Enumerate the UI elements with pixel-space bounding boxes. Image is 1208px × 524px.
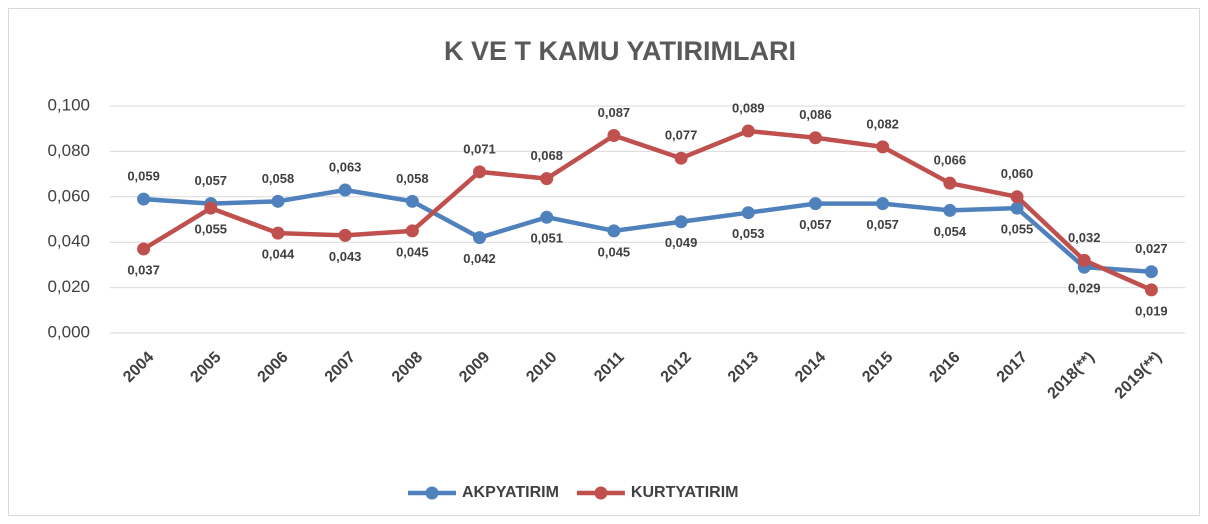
chart-frame [8, 8, 1200, 516]
data-point [1077, 253, 1091, 267]
data-point [473, 165, 487, 179]
data-point [271, 194, 285, 208]
data-label: 0,043 [329, 249, 362, 264]
series-line [143, 187, 1152, 274]
data-label: 0,058 [262, 171, 295, 186]
data-point [405, 194, 419, 208]
data-label: 0,051 [530, 231, 563, 246]
legend-label: KURTYATIRIM [631, 484, 739, 501]
legend-marker [425, 486, 439, 500]
data-label: 0,060 [1001, 166, 1034, 181]
data-label: 0,082 [866, 116, 899, 131]
data-point [137, 192, 151, 206]
data-label: 0,087 [598, 105, 631, 120]
y-tick-label: 0,060 [47, 186, 90, 205]
data-label: 0,045 [598, 244, 631, 259]
data-label: 0,086 [799, 107, 832, 122]
y-tick-label: 0,080 [47, 141, 90, 160]
data-point [204, 201, 218, 215]
y-tick-label: 0,000 [47, 322, 90, 341]
data-point [473, 231, 487, 245]
data-label: 0,057 [799, 217, 832, 232]
data-label: 0,055 [1001, 222, 1034, 237]
data-point [876, 140, 890, 154]
data-point [741, 206, 755, 220]
data-point [405, 224, 419, 238]
data-point [271, 226, 285, 240]
data-point [540, 172, 554, 186]
data-point [741, 124, 755, 138]
y-tick-label: 0,020 [47, 277, 90, 296]
data-label: 0,059 [127, 169, 160, 184]
chart-title: K VE T KAMU YATIRIMLARI [444, 36, 796, 66]
data-point [943, 176, 957, 190]
data-point [1010, 190, 1024, 204]
data-point [540, 210, 554, 224]
data-label: 0,032 [1068, 230, 1101, 245]
legend-marker [594, 486, 608, 500]
data-label: 0,053 [732, 226, 765, 241]
y-tick-label: 0,040 [47, 232, 90, 251]
data-label: 0,054 [934, 224, 967, 239]
data-label: 0,077 [665, 128, 698, 143]
data-point [808, 197, 822, 211]
data-point [607, 129, 621, 143]
data-label: 0,049 [665, 235, 698, 250]
data-point [1144, 283, 1158, 297]
data-point [674, 151, 688, 165]
series-line [142, 128, 1153, 292]
data-point [876, 197, 890, 211]
legend-label: AKPYATIRIM [462, 484, 559, 501]
data-point [943, 203, 957, 217]
data-label: 0,089 [732, 100, 765, 115]
data-label: 0,019 [1135, 303, 1168, 318]
y-tick-label: 0,100 [47, 95, 90, 114]
data-point [1144, 265, 1158, 279]
data-label: 0,045 [396, 244, 429, 259]
data-label: 0,029 [1068, 281, 1101, 296]
data-label: 0,027 [1135, 241, 1168, 256]
data-point [1010, 201, 1024, 215]
data-point [607, 224, 621, 238]
data-label: 0,037 [127, 262, 160, 277]
data-point [338, 183, 352, 197]
data-label: 0,055 [195, 222, 228, 237]
data-label: 0,071 [463, 141, 496, 156]
data-label: 0,057 [195, 173, 228, 188]
data-point [674, 215, 688, 229]
data-point [338, 228, 352, 242]
data-point [808, 131, 822, 145]
data-label: 0,044 [262, 247, 295, 262]
data-label: 0,058 [396, 171, 429, 186]
data-label: 0,042 [463, 251, 496, 266]
data-label: 0,066 [934, 153, 967, 168]
data-label: 0,068 [530, 148, 563, 163]
data-point [137, 242, 151, 256]
data-label: 0,063 [329, 159, 362, 174]
data-label: 0,057 [866, 217, 899, 232]
